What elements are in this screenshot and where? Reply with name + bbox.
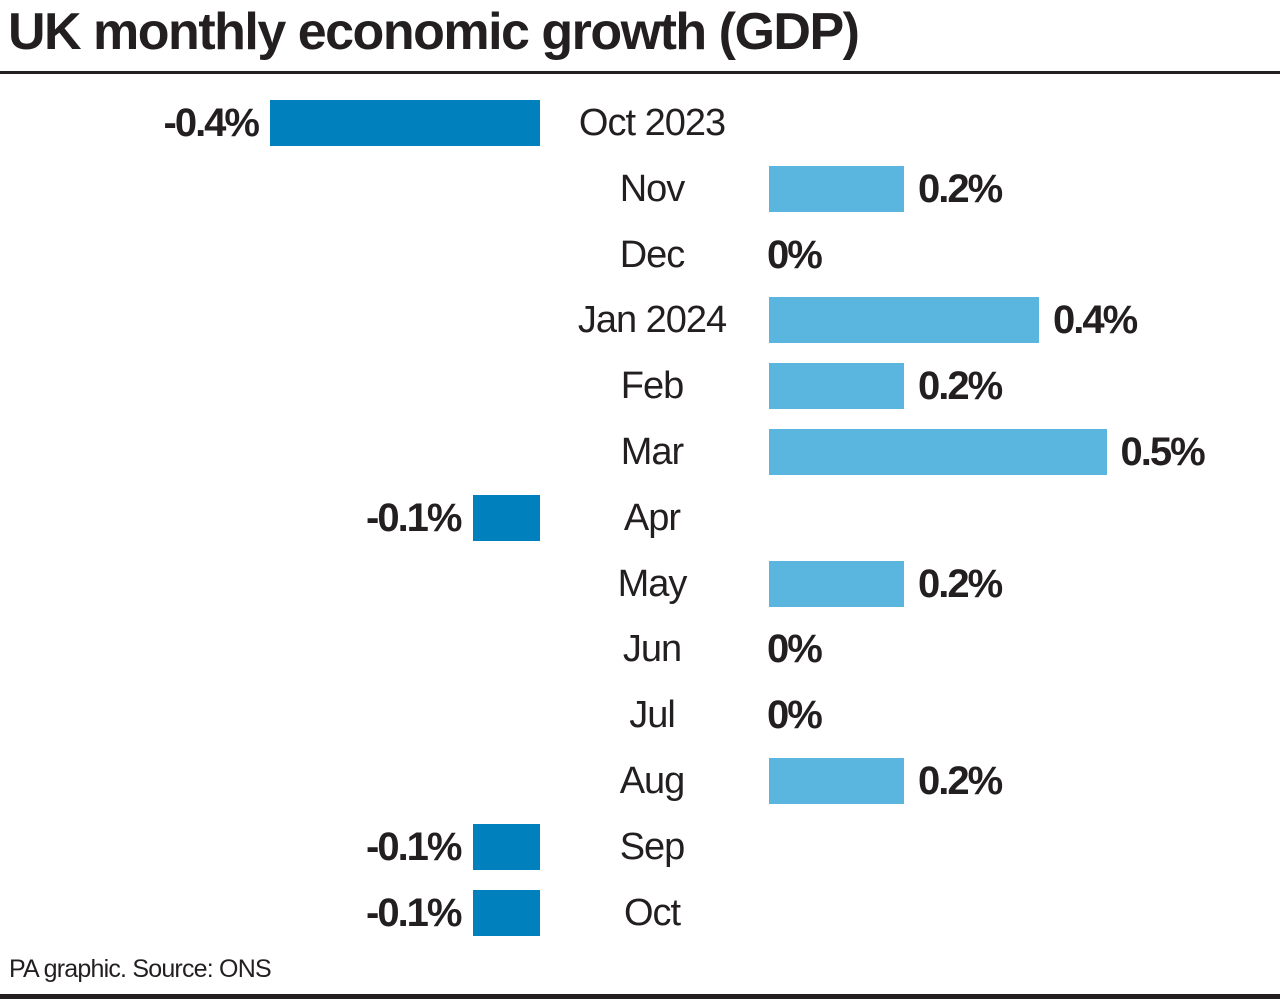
category-label: Jun bbox=[622, 628, 682, 671]
category-label: Oct 2023 bbox=[578, 102, 726, 144]
data-label: 0.2% bbox=[918, 561, 1003, 606]
category-label: Sep bbox=[619, 825, 686, 868]
data-label: 0.2% bbox=[918, 364, 1003, 409]
data-label: 0% bbox=[767, 627, 823, 672]
bar-positive bbox=[769, 560, 904, 607]
bar-negative bbox=[472, 889, 540, 936]
bar-negative bbox=[270, 100, 540, 146]
data-label: 0.2% bbox=[918, 759, 1003, 803]
bar-positive bbox=[769, 165, 904, 212]
category-label: Jan 2024 bbox=[577, 299, 727, 342]
category-label: Dec bbox=[619, 233, 686, 276]
data-label: -0.1% bbox=[366, 890, 462, 935]
bar-negative bbox=[472, 823, 540, 870]
bar-negative bbox=[472, 494, 540, 541]
data-label: -0.4% bbox=[163, 101, 260, 145]
data-label: -0.1% bbox=[366, 495, 462, 540]
data-label: 0.2% bbox=[918, 166, 1003, 211]
category-label: Nov bbox=[619, 167, 686, 210]
source-note: PA graphic. Source: ONS bbox=[9, 955, 272, 983]
category-label: Jul bbox=[629, 694, 676, 737]
category-label: Feb bbox=[620, 365, 684, 408]
data-label: 0.4% bbox=[1053, 298, 1138, 343]
category-label: May bbox=[617, 562, 688, 605]
bar-positive bbox=[769, 363, 904, 410]
category-label: Oct bbox=[623, 891, 681, 934]
bar-positive bbox=[769, 297, 1039, 344]
category-label: Aug bbox=[619, 760, 686, 802]
data-label: 0.5% bbox=[1120, 430, 1206, 474]
bar-positive bbox=[769, 429, 1107, 475]
data-label: 0% bbox=[767, 232, 823, 277]
chart-title: UK monthly economic growth (GDP) bbox=[8, 3, 860, 61]
category-label: Mar bbox=[620, 431, 684, 473]
category-label: Apr bbox=[623, 496, 681, 539]
bar-positive bbox=[769, 758, 904, 804]
bottom-divider bbox=[0, 994, 1280, 999]
title-divider bbox=[0, 71, 1280, 74]
data-label: -0.1% bbox=[366, 824, 462, 869]
data-label: 0% bbox=[767, 693, 823, 738]
